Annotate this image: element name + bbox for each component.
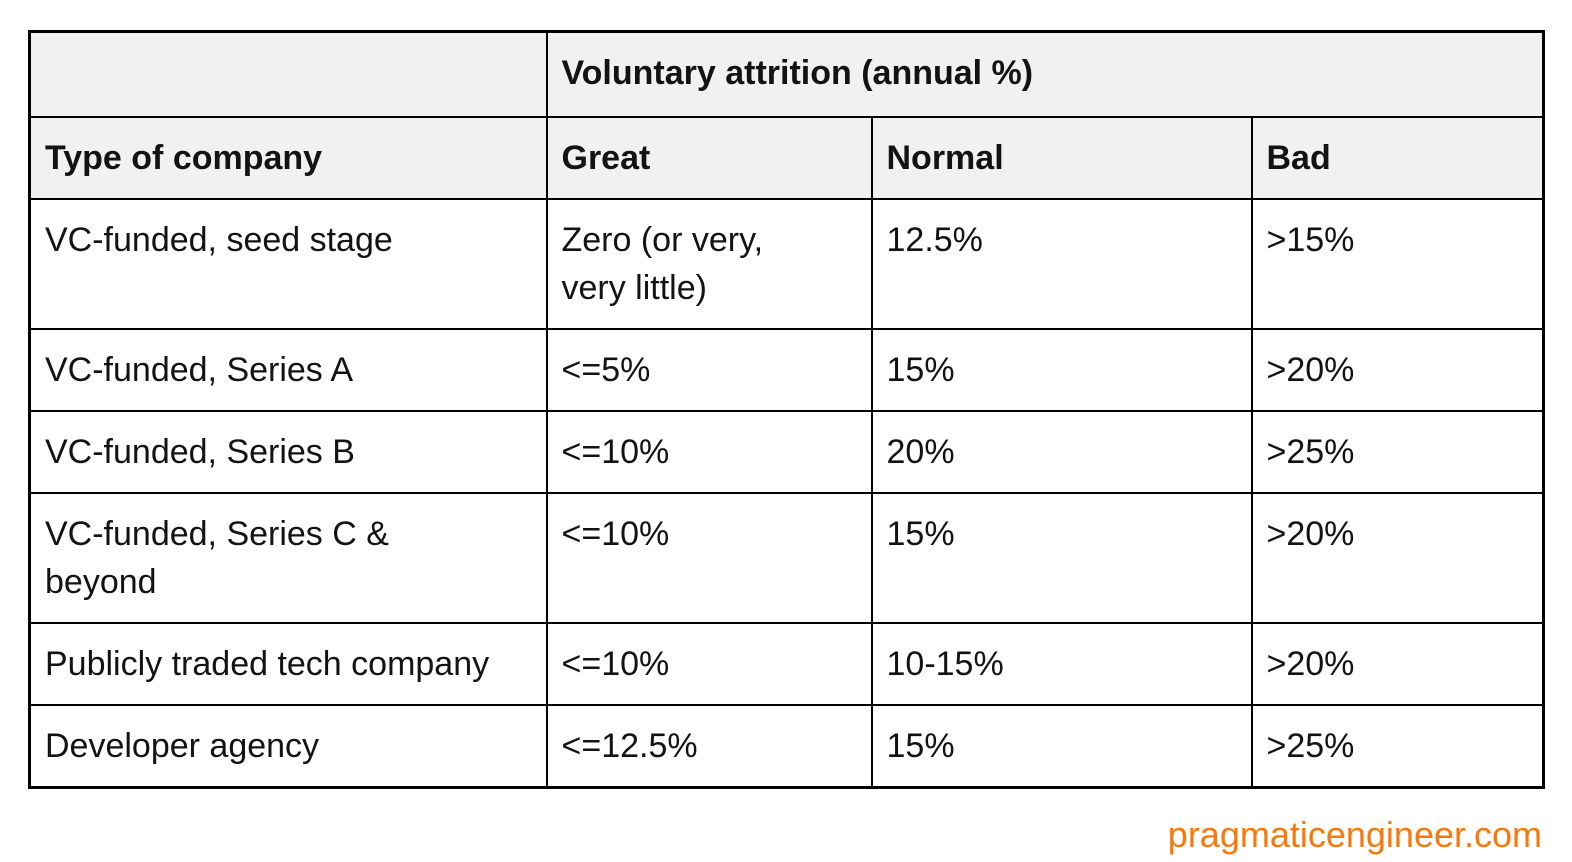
table-row: VC-funded, Series C & beyond <=10% 15% >… [28, 491, 1545, 624]
table-row: VC-funded, seed stage Zero (or very, ver… [28, 197, 1545, 330]
table-title: Voluntary attrition (annual %) [545, 30, 1545, 118]
cell-company: VC-funded, Series C & beyond [28, 491, 548, 624]
cell-normal: 10-15% [870, 621, 1253, 706]
cell-bad: >20% [1250, 491, 1545, 624]
empty-corner-cell [28, 30, 548, 118]
column-header-great: Great [545, 115, 873, 200]
cell-bad: >20% [1250, 621, 1545, 706]
column-header-company: Type of company [28, 115, 548, 200]
cell-company: Developer agency [28, 703, 548, 788]
spanning-header-row: Voluntary attrition (annual %) [28, 30, 1545, 118]
table-row: Developer agency <=12.5% 15% >25% [28, 703, 1545, 788]
cell-company: VC-funded, Series B [28, 409, 548, 494]
cell-normal: 15% [870, 491, 1253, 624]
cell-normal: 15% [870, 327, 1253, 412]
cell-great: Zero (or very, very little) [545, 197, 873, 330]
column-header-bad: Bad [1250, 115, 1545, 200]
cell-company: VC-funded, seed stage [28, 197, 548, 330]
cell-great: <=10% [545, 491, 873, 624]
cell-normal: 15% [870, 703, 1253, 788]
table-row: Publicly traded tech company <=10% 10-15… [28, 621, 1545, 706]
watermark-text: pragmaticengineer.com [1167, 813, 1542, 855]
column-header-normal: Normal [870, 115, 1253, 200]
cell-great: <=10% [545, 621, 873, 706]
cell-company: Publicly traded tech company [28, 621, 548, 706]
column-header-row: Type of company Great Normal Bad [28, 115, 1545, 200]
cell-great: <=10% [545, 409, 873, 494]
cell-great: <=5% [545, 327, 873, 412]
cell-normal: 12.5% [870, 197, 1253, 330]
cell-bad: >25% [1250, 409, 1545, 494]
cell-normal: 20% [870, 409, 1253, 494]
table-row: VC-funded, Series A <=5% 15% >20% [28, 327, 1545, 412]
cell-bad: >20% [1250, 327, 1545, 412]
table-row: VC-funded, Series B <=10% 20% >25% [28, 409, 1545, 494]
cell-bad: >25% [1250, 703, 1545, 788]
cell-great: <=12.5% [545, 703, 873, 788]
cell-company: VC-funded, Series A [28, 327, 548, 412]
attrition-table: Voluntary attrition (annual %) Type of c… [28, 30, 1546, 789]
cell-bad: >15% [1250, 197, 1545, 330]
